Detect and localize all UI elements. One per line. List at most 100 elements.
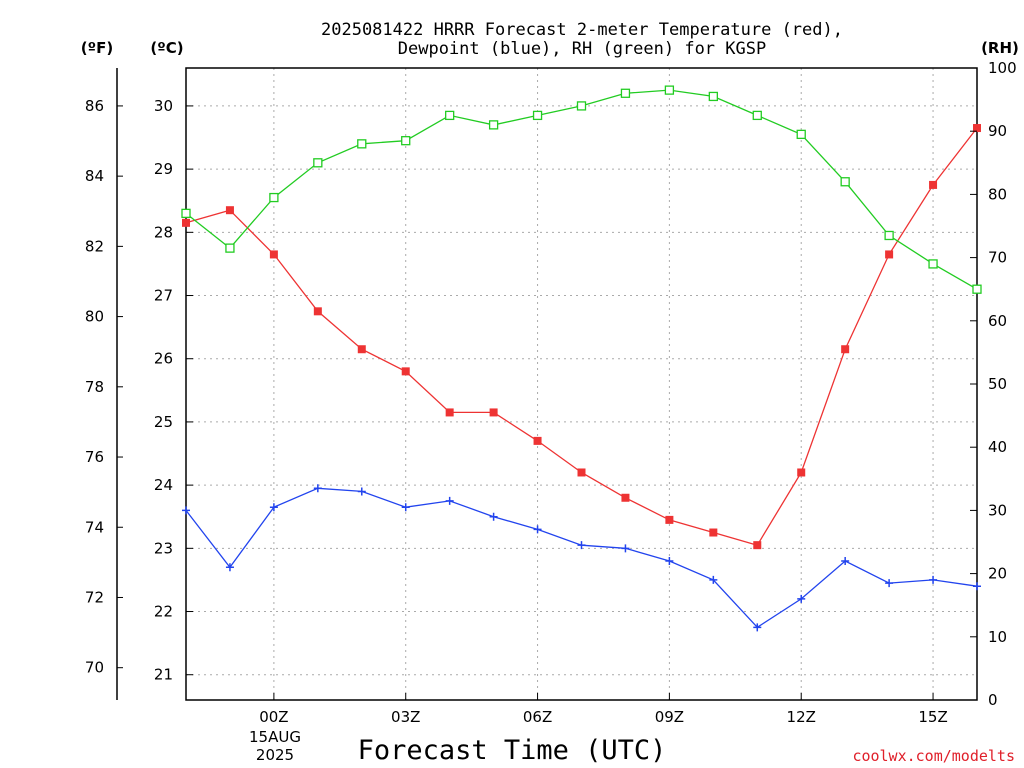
fahrenheit-tick-label: 70 — [85, 659, 104, 677]
dewpoint-marker — [709, 575, 718, 584]
rh-tick-label: 30 — [988, 501, 1007, 519]
temperature-marker — [225, 206, 234, 215]
temperature-marker — [445, 408, 454, 417]
rh-marker — [708, 91, 718, 102]
dewpoint-marker — [225, 563, 234, 572]
grid-lines — [186, 68, 977, 700]
fahrenheit-tick-label: 76 — [85, 448, 104, 466]
celsius-tick-label: 28 — [154, 223, 173, 241]
celsius-tick-label: 24 — [154, 476, 173, 494]
temperature-marker — [489, 408, 498, 417]
temperature-marker — [401, 367, 410, 376]
x-tick-label: 09Z — [655, 708, 684, 726]
rh-marker — [225, 243, 235, 253]
x-tick-label: 03Z — [391, 708, 420, 726]
x-tick-label: 15Z — [918, 708, 947, 726]
rh-marker — [488, 120, 499, 130]
rh-marker — [401, 136, 411, 146]
rh-tick-label: 0 — [988, 691, 998, 709]
rh-marker — [532, 110, 543, 121]
tick-labels: 00Z 03Z 06Z 09Z 12Z 15Z 21 22 23 24 25 26 27 28 29 30 70… — [85, 59, 1017, 726]
temperature-marker — [269, 250, 278, 259]
dewpoint-marker — [357, 487, 366, 496]
rh-marker — [269, 192, 279, 203]
temperature-marker — [797, 468, 806, 477]
temperature-marker — [973, 124, 981, 133]
rh-marker — [884, 230, 894, 241]
temperature-marker — [357, 345, 366, 354]
fahrenheit-tick-label: 84 — [85, 167, 104, 185]
rh-tick-label: 80 — [988, 185, 1007, 203]
credit-text: coolwx.com/modelts — [852, 747, 1015, 765]
celsius-tick-label: 21 — [154, 666, 173, 684]
temperature-marker — [313, 307, 322, 316]
x-tick-label: 06Z — [523, 708, 552, 726]
dewpoint-marker — [665, 556, 674, 565]
rh-marker — [313, 158, 323, 168]
dewpoint-line — [185, 487, 978, 629]
fahrenheit-tick-label: 82 — [85, 237, 104, 255]
rh-marker — [664, 85, 675, 95]
date-label-year: 2025 — [256, 746, 294, 764]
dewpoint-marker — [182, 506, 190, 515]
rh-unit-label: (RH) — [981, 39, 1019, 57]
temperature-marker — [665, 515, 674, 524]
celsius-tick-label: 29 — [154, 160, 173, 178]
series-layer — [181, 85, 982, 632]
celsius-tick-label: 22 — [154, 603, 173, 621]
rh-marker — [928, 259, 938, 269]
rh-marker — [181, 208, 191, 219]
dewpoint-marker — [401, 503, 410, 512]
dewpoint-marker — [577, 541, 586, 550]
rh-tick-label: 90 — [988, 122, 1007, 140]
rh-marker — [796, 129, 806, 140]
rh-tick-label: 100 — [988, 59, 1017, 77]
rh-marker — [576, 101, 587, 111]
dewpoint-marker — [841, 556, 850, 565]
dewpoint-marker — [973, 582, 981, 591]
rh-marker — [752, 110, 762, 121]
fahrenheit-tick-label: 74 — [85, 518, 104, 536]
celsius-unit-label: (ºC) — [150, 39, 183, 57]
rh-tick-label: 20 — [988, 565, 1007, 583]
chart-title-line-2: Dewpoint (blue), RH (green) for KGSP — [398, 39, 766, 59]
temperature-marker — [753, 541, 762, 550]
temperature-marker — [885, 250, 894, 259]
dewpoint-marker — [753, 623, 762, 632]
x-tick-label: 00Z — [259, 708, 288, 726]
dewpoint-marker — [269, 503, 278, 512]
x-axis-title: Forecast Time (UTC) — [358, 735, 667, 766]
temperature-marker — [577, 468, 586, 477]
rh-tick-label: 70 — [988, 249, 1007, 267]
temperature-marker — [709, 528, 718, 537]
fahrenheit-tick-label: 80 — [85, 308, 104, 326]
temperature-marker — [182, 218, 190, 227]
rh-series — [181, 85, 982, 294]
dewpoint-marker — [489, 512, 498, 521]
dewpoint-series — [182, 484, 981, 632]
temperature-marker — [621, 493, 630, 502]
dewpoint-marker — [533, 525, 542, 534]
fahrenheit-tick-label: 78 — [85, 378, 104, 396]
dewpoint-marker — [885, 579, 894, 588]
rh-tick-label: 50 — [988, 375, 1007, 393]
rh-marker — [620, 88, 631, 98]
celsius-tick-label: 30 — [154, 97, 173, 115]
rh-marker — [445, 110, 455, 121]
rh-marker — [840, 177, 850, 187]
dewpoint-marker — [929, 575, 938, 584]
temperature-series — [182, 124, 981, 550]
temperature-marker — [841, 345, 850, 354]
celsius-tick-label: 23 — [154, 539, 173, 557]
rh-line — [185, 89, 978, 290]
plot-frame — [185, 67, 978, 701]
date-label-day: 15AUG — [249, 728, 301, 746]
celsius-tick-label: 27 — [154, 287, 173, 305]
celsius-tick-label: 25 — [154, 413, 173, 431]
dewpoint-marker — [445, 496, 454, 505]
dewpoint-marker — [621, 544, 630, 553]
temperature-line — [185, 127, 978, 546]
celsius-tick-label: 26 — [154, 350, 173, 368]
chart-title-line-1: 2025081422 HRRR Forecast 2-meter Tempera… — [321, 20, 843, 40]
